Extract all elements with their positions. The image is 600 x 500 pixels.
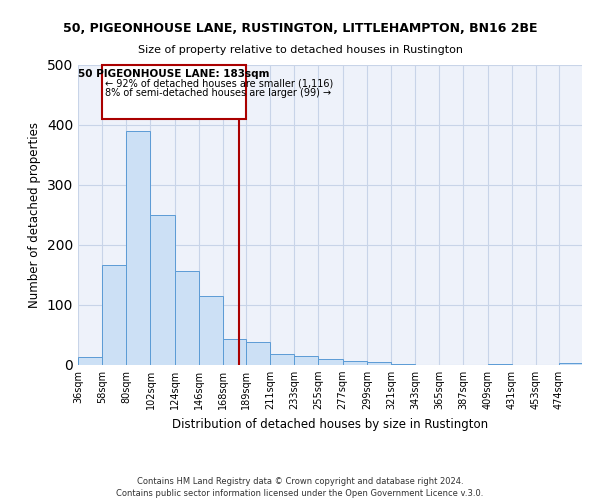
X-axis label: Distribution of detached houses by size in Rustington: Distribution of detached houses by size … xyxy=(172,418,488,430)
Bar xyxy=(151,215,175,365)
Bar xyxy=(391,364,415,365)
Bar xyxy=(367,362,391,365)
Bar xyxy=(199,296,223,365)
Bar xyxy=(343,362,367,365)
Bar xyxy=(246,342,270,365)
Bar xyxy=(319,359,343,365)
Bar xyxy=(175,271,199,365)
Text: Size of property relative to detached houses in Rustington: Size of property relative to detached ho… xyxy=(137,45,463,55)
Bar xyxy=(559,363,582,365)
Text: Contains public sector information licensed under the Open Government Licence v.: Contains public sector information licen… xyxy=(116,489,484,498)
Text: 50 PIGEONHOUSE LANE: 183sqm: 50 PIGEONHOUSE LANE: 183sqm xyxy=(79,68,270,78)
FancyBboxPatch shape xyxy=(102,65,246,119)
Bar xyxy=(78,357,102,365)
Text: 50, PIGEONHOUSE LANE, RUSTINGTON, LITTLEHAMPTON, BN16 2BE: 50, PIGEONHOUSE LANE, RUSTINGTON, LITTLE… xyxy=(63,22,537,36)
Text: 8% of semi-detached houses are larger (99) →: 8% of semi-detached houses are larger (9… xyxy=(106,88,332,99)
Bar xyxy=(295,356,319,365)
Bar xyxy=(127,131,151,365)
Bar xyxy=(270,354,295,365)
Text: ← 92% of detached houses are smaller (1,116): ← 92% of detached houses are smaller (1,… xyxy=(106,78,334,88)
Bar xyxy=(102,265,127,365)
Bar xyxy=(223,338,246,365)
Text: Contains HM Land Registry data © Crown copyright and database right 2024.: Contains HM Land Registry data © Crown c… xyxy=(137,478,463,486)
Y-axis label: Number of detached properties: Number of detached properties xyxy=(28,122,41,308)
Bar xyxy=(488,364,512,365)
